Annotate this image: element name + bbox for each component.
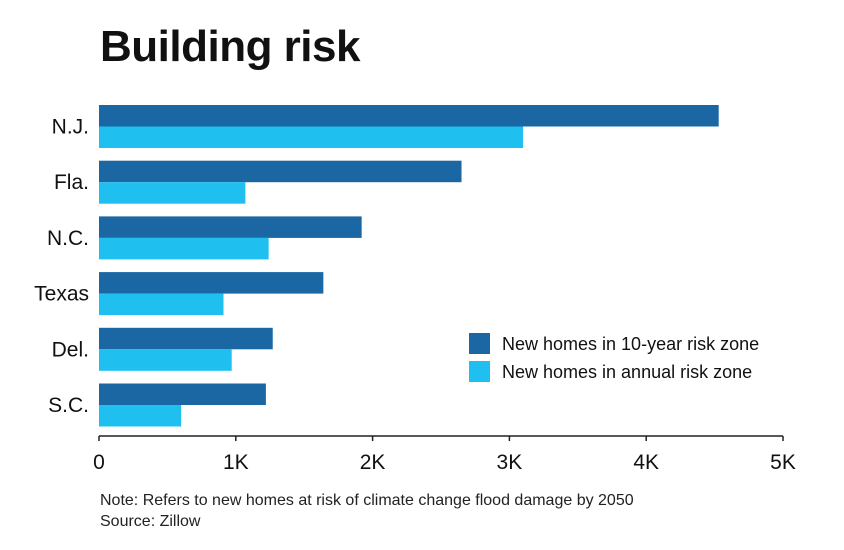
category-label: S.C. [48, 394, 89, 417]
category-label: Del. [52, 338, 89, 361]
x-tick-label: 1K [223, 451, 249, 474]
category-label: N.C. [47, 227, 89, 250]
chart-title: Building risk [100, 22, 360, 71]
bar-annual-0 [99, 126, 524, 148]
bar-annual-5 [99, 405, 182, 427]
bar-annual-4 [99, 349, 232, 371]
x-axis-ticks: 0 1K 2K 3K 4K 5K [93, 436, 796, 474]
x-tick-label: 5K [770, 451, 796, 474]
bars-group [99, 105, 719, 427]
legend-label: New homes in annual risk zone [502, 362, 752, 382]
category-label: Texas [34, 283, 89, 306]
note-text: Note: Refers to new homes at risk of cli… [100, 492, 634, 509]
x-tick-label: 3K [497, 451, 523, 474]
bar-ten-year-4 [99, 327, 273, 350]
bar-ten-year-5 [99, 383, 266, 405]
x-tick-label: 4K [633, 451, 659, 474]
bar-annual-3 [99, 293, 224, 316]
x-tick-label: 2K [360, 451, 386, 474]
bar-ten-year-3 [99, 272, 324, 294]
bar-ten-year-0 [99, 105, 719, 127]
bar-annual-1 [99, 182, 246, 204]
bar-chart: N.J. Fla. N.C. Texas Del. S.C. 0 1K 2K 3K 4K 5K Ne… [34, 105, 796, 474]
source-text: Source: Zillow [100, 513, 201, 530]
x-tick-label: 0 [93, 451, 105, 474]
category-label: Fla. [54, 171, 89, 194]
bar-annual-2 [99, 237, 269, 260]
legend: New homes in 10-year risk zone New homes … [469, 333, 759, 382]
legend-label: New homes in 10-year risk zone [502, 334, 759, 354]
bar-ten-year-2 [99, 216, 362, 238]
bar-ten-year-1 [99, 160, 462, 183]
chart-note: Note: Refers to new homes at risk of cli… [100, 490, 634, 532]
category-labels: N.J. Fla. N.C. Texas Del. S.C. [34, 116, 89, 418]
legend-swatch [469, 361, 490, 382]
legend-swatch [469, 333, 490, 354]
category-label: N.J. [52, 116, 89, 139]
